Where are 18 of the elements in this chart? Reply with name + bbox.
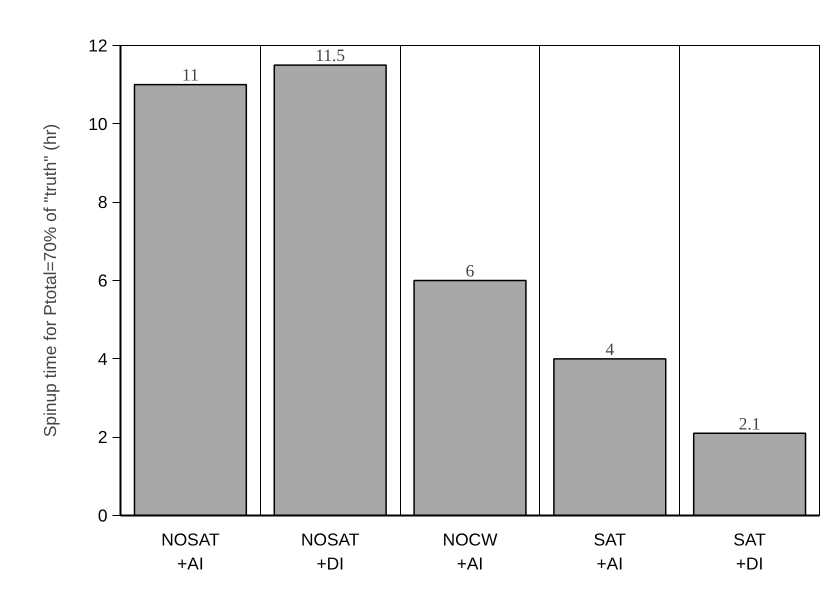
data-label: 4	[605, 340, 614, 359]
data-label: 6	[466, 262, 475, 280]
x-tick-label: SAT +DI	[733, 530, 766, 574]
y-tick-label: 8	[98, 192, 108, 212]
x-tick-label: NOSAT +AI	[161, 530, 220, 574]
y-tick-label: 6	[98, 270, 108, 290]
y-tick-label: 12	[88, 36, 108, 56]
y-tick-label: 10	[88, 114, 108, 134]
y-tick-label: 4	[98, 348, 108, 369]
y-tick-label: 0	[98, 506, 108, 526]
x-tick-label: SAT +AI	[594, 530, 626, 574]
data-label: 11	[182, 66, 199, 85]
y-axis-title: Spinup time for Ptotal=70% of "truth" (hr)	[40, 124, 60, 438]
x-tick-label: NOSAT +DI	[300, 530, 360, 574]
x-tick-label: NOCW +AI	[442, 530, 498, 574]
data-label: 2.1	[738, 414, 760, 434]
data-label: 11.5	[315, 46, 346, 66]
y-tick-label: 2	[98, 427, 108, 448]
